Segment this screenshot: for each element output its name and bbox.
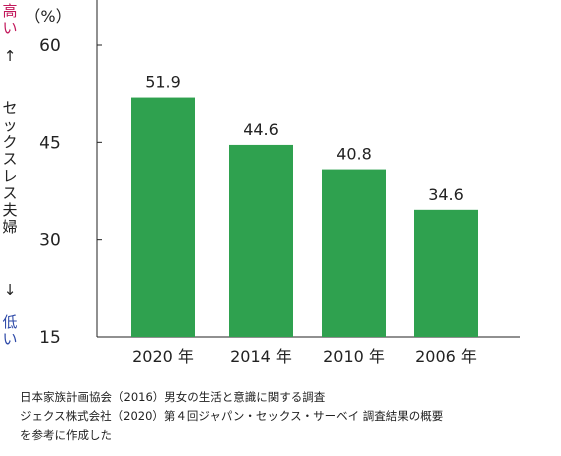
y-tick-label: 15 [39,328,61,348]
y-label-low: 低い [0,314,20,348]
arrow-down-icon: ↓ [3,281,17,299]
bar [131,97,195,337]
x-tick-label: 2006 年 [415,347,477,366]
y-tick-label: 60 [39,36,61,56]
y-label-low-text: 低い [2,313,18,348]
bar-value-label: 34.6 [428,185,464,204]
bar [322,169,386,337]
source-note: 日本家族計画協会（2016）男女の生活と意識に関する調査 ジェクス株式会社（20… [20,388,443,445]
bar [414,209,478,337]
y-axis-title-text: セックスレス夫婦 [2,99,18,236]
x-tick-label: 2014 年 [230,347,292,366]
y-tick-label: 45 [39,133,61,153]
y-unit-label: （%） [24,7,71,26]
y-label-high: 高い [0,3,20,37]
source-line-3: を参考に作成した [20,428,112,442]
arrow-up-icon: ↑ [3,47,17,65]
bar-value-label: 51.9 [145,73,181,92]
y-tick-label: 30 [39,231,61,251]
bar-value-label: 44.6 [243,120,279,139]
source-line-2: ジェクス株式会社（2020）第４回ジャパン・セックス・サーベイ 調査結果の概要 [20,409,444,423]
y-axis-title: セックスレス夫婦 [0,100,20,236]
x-tick-label: 2010 年 [323,347,385,366]
source-line-1: 日本家族計画協会（2016）男女の生活と意識に関する調査 [20,390,326,404]
y-label-high-text: 高い [2,2,18,37]
x-tick-label: 2020 年 [132,347,194,366]
bar-value-label: 40.8 [336,145,372,164]
bar [229,144,293,337]
